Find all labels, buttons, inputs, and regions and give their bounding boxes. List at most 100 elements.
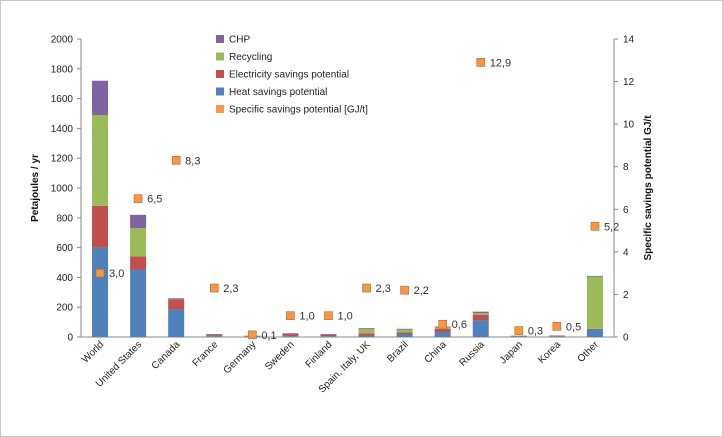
x-tick-label: Finland <box>304 339 335 370</box>
bar-segment-electricity-savings-potential <box>472 314 489 321</box>
y-tick-label: 600 <box>56 243 73 254</box>
bar-segment-heat-savings-potential <box>168 309 185 337</box>
y2-tick-label: 14 <box>623 35 635 46</box>
bar-segment-electricity-savings-potential <box>282 334 299 337</box>
specific-savings-marker <box>476 58 486 67</box>
x-tick-label: France <box>191 339 221 369</box>
bar-segment-recycling <box>130 228 147 257</box>
x-tick-label: Sweden <box>263 339 296 372</box>
specific-savings-marker <box>590 222 600 231</box>
specific-savings-data-label: 2,2 <box>414 285 429 297</box>
x-tick-label: World <box>80 339 106 365</box>
specific-savings-data-label: 0,3 <box>528 326 543 338</box>
bar-segment-chp <box>206 334 223 335</box>
y-axis-title: Petajoules / yr <box>30 154 41 222</box>
bar-segment-heat-savings-potential <box>434 332 451 337</box>
bar-segment-recycling <box>472 313 489 315</box>
legend-label: Electricity savings potential <box>229 70 349 81</box>
specific-savings-marker <box>324 311 333 321</box>
y2-tick-label: 10 <box>623 120 635 131</box>
bar-segment-chp <box>472 311 489 314</box>
x-tick-label: Russia <box>457 339 487 369</box>
bar-segment-heat-savings-potential <box>92 247 109 337</box>
y2-tick-label: 8 <box>623 162 629 173</box>
y-tick-label: 1000 <box>51 184 74 195</box>
specific-savings-marker <box>438 319 447 329</box>
bar-segment-heat-savings-potential <box>130 269 147 337</box>
bar-segment-chp <box>282 333 299 335</box>
bar-segment-recycling <box>510 335 527 337</box>
specific-savings-marker <box>362 283 371 293</box>
bar-segment-recycling <box>206 334 223 336</box>
x-tick-label: Germany <box>222 339 259 376</box>
y2-axis-title: Specific savings potential GJ/t <box>643 115 654 261</box>
bar-segment-heat-savings-potential <box>206 336 223 338</box>
bar-segment-recycling <box>92 114 109 206</box>
specific-savings-data-label: 5,2 <box>604 221 619 233</box>
bar-segment-heat-savings-potential <box>282 336 299 338</box>
specific-savings-data-label: 8,3 <box>185 155 200 167</box>
specific-savings-data-label: 0,6 <box>452 319 467 331</box>
specific-savings-data-label: 0,1 <box>261 330 276 342</box>
x-tick-label: Other <box>576 339 602 365</box>
legend-label: Heat savings potential <box>229 87 327 98</box>
y2-tick-label: 2 <box>623 290 629 301</box>
legend-label: CHP <box>229 35 250 46</box>
bar-segment-heat-savings-potential <box>358 335 375 337</box>
bar-segment-electricity-savings-potential <box>168 299 185 310</box>
bar-segment-electricity-savings-potential <box>92 205 109 248</box>
bar-segment-electricity-savings-potential <box>206 334 223 337</box>
y-tick-label: 0 <box>67 333 73 344</box>
specific-savings-marker <box>171 156 181 165</box>
specific-savings-data-label: 1,0 <box>337 311 352 323</box>
specific-savings-marker <box>248 330 257 340</box>
bar-segment-electricity-savings-potential <box>396 332 413 335</box>
x-tick-label: China <box>423 339 450 366</box>
bar-segment-electricity-savings-potential <box>434 328 451 333</box>
legend-swatch <box>216 70 224 78</box>
bar-segment-recycling <box>586 276 603 329</box>
y-tick-label: 2000 <box>51 35 74 46</box>
y2-tick-label: 12 <box>623 77 635 88</box>
bar-segment-heat-savings-potential <box>320 336 337 338</box>
bar-segment-chp <box>130 214 147 229</box>
y2-tick-label: 0 <box>623 333 629 344</box>
y-tick-label: 800 <box>56 213 73 224</box>
legend-swatch <box>216 52 224 61</box>
specific-savings-marker <box>133 194 143 203</box>
bar-segment-electricity-savings-potential <box>130 256 147 270</box>
bar-segment-recycling <box>548 335 565 337</box>
y-tick-label: 1400 <box>51 124 74 135</box>
legend-swatch <box>216 87 224 96</box>
specific-savings-marker <box>552 322 562 331</box>
x-tick-label: Brazil <box>385 339 410 364</box>
specific-savings-marker <box>95 268 105 278</box>
y-tick-label: 400 <box>56 273 73 284</box>
y2-tick-label: 6 <box>623 205 629 216</box>
specific-savings-data-label: 2,3 <box>223 283 238 295</box>
x-tick-label: Canada <box>150 339 183 372</box>
specific-savings-marker <box>400 285 409 295</box>
bar-segment-chp <box>320 334 337 335</box>
bar-segment-chp <box>548 335 565 337</box>
specific-savings-marker <box>286 311 295 321</box>
bar-segment-heat-savings-potential <box>586 329 603 337</box>
bar-segment-electricity-savings-potential <box>358 333 375 336</box>
specific-savings-data-label: 0,5 <box>566 321 581 333</box>
bar-segment-chp <box>396 328 413 330</box>
legend-swatch <box>216 105 224 113</box>
specific-savings-data-label: 6,5 <box>147 194 162 206</box>
y-tick-label: 1600 <box>51 94 74 105</box>
bar-segment-heat-savings-potential <box>472 320 489 337</box>
y2-tick-label: 4 <box>623 247 629 258</box>
legend-label: Specific savings potential [GJ/t] <box>229 105 368 116</box>
bar-segment-chp <box>168 298 185 300</box>
x-tick-label: Japan <box>498 339 525 366</box>
legend-swatch <box>216 35 224 43</box>
bar-segment-chp <box>92 80 109 115</box>
y-tick-label: 200 <box>56 303 73 314</box>
x-tick-label: Korea <box>536 339 563 366</box>
bar-segment-chp <box>586 275 603 277</box>
